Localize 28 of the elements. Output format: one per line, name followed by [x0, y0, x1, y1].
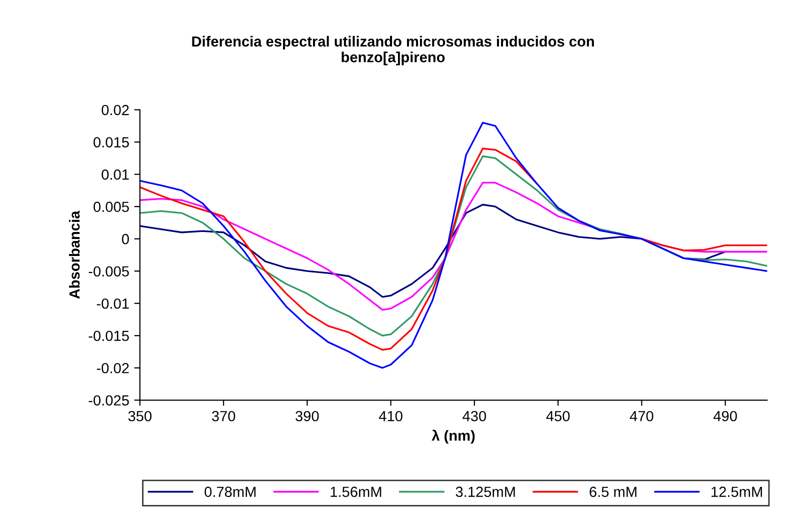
- y-tick-label: 0.02: [102, 104, 129, 116]
- legend-label: 0.78mM: [204, 486, 256, 497]
- legend-label: 1.56mM: [330, 486, 382, 497]
- x-tick-label: 470: [630, 410, 654, 422]
- line-series: [140, 122, 768, 369]
- y-tick-label: -0.02: [96, 362, 129, 374]
- legend-label: 3.125mM: [456, 486, 515, 497]
- x-tick-label: 370: [212, 410, 236, 422]
- x-tick-label: 450: [546, 410, 570, 422]
- y-tick-label: -0.025: [88, 395, 129, 406]
- x-tick-label: 490: [713, 410, 737, 422]
- chart-title: Diferencia espectral utilizando microsomas inducidos con benzo[a]pireno: [192, 36, 594, 66]
- y-tick-label: 0.01: [102, 169, 129, 180]
- y-axis-title: Absorbancia: [68, 210, 80, 299]
- x-axis-title: λ (nm): [432, 430, 475, 444]
- x-tick-label: 430: [462, 410, 486, 422]
- line-series: [140, 204, 726, 298]
- y-tick-label: -0.01: [96, 298, 129, 309]
- y-tick-label: 0.015: [94, 137, 129, 148]
- y-tick-label: -0.015: [88, 330, 129, 342]
- legend-label: 12.5mM: [712, 486, 762, 497]
- y-tick-label: -0.005: [88, 266, 129, 277]
- y-tick-label: 0.005: [94, 202, 129, 212]
- x-tick-label: 390: [296, 410, 319, 422]
- x-tick-label: 350: [128, 410, 152, 422]
- y-tick-label: 0: [122, 234, 129, 244]
- x-tick-label: 410: [378, 410, 402, 422]
- legend-label: 6.5 mM: [590, 486, 636, 497]
